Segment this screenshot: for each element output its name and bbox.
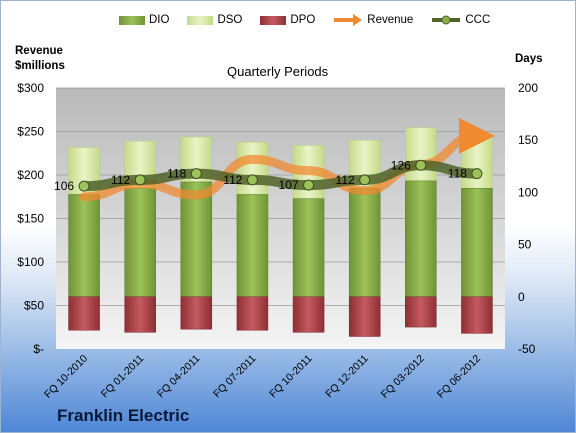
ccc-point [246,174,258,186]
left-tick-label: $300 [17,81,44,95]
ccc-data-label: 118 [167,167,186,181]
left-axis-title-line1: Revenue [15,45,63,57]
category-tick-label: FQ 12-2011 [323,353,371,401]
dio-bar [348,187,381,298]
dpo-bar [461,296,493,334]
dpo-bar [292,296,325,333]
category-tick-label: FQ 01-2011 [99,353,147,401]
dpo-bar [124,296,156,333]
dpo-bar [68,296,100,331]
dso-bar [236,142,269,195]
chart-title: Quarterly Periods [227,64,329,79]
dio-bar [461,187,493,298]
right-tick-label: 0 [518,290,525,304]
legend-item-dio: DIO [119,14,169,26]
ccc-point [303,179,315,191]
legend-item-dpo: DPO [260,14,315,26]
dpo-bar [348,296,381,337]
ccc-point [78,180,90,192]
dpo-bar [405,296,437,328]
legend-item-dso: DSO [187,14,242,26]
category-tick-label: FQ 03-2012 [379,353,427,401]
ccc-data-label: 118 [448,167,467,181]
legend-swatch-dio [119,15,145,25]
right-tick-label: 150 [518,133,538,147]
dpo-bar [236,296,269,331]
category-tick-label: FQ 07-2011 [211,353,259,401]
legend-swatch-dpo [260,15,287,25]
left-tick-label: $100 [17,255,44,269]
company-name: Franklin Electric [57,406,190,425]
left-tick-label: $200 [17,168,44,182]
ccc-data-label: 126 [391,158,411,172]
ccc-point [134,174,146,186]
right-tick-label: -50 [518,342,536,356]
left-tick-label: $- [33,342,44,356]
dio-bar [292,198,325,298]
ccc-point [190,168,202,180]
category-tick-label: FQ 06-2012 [435,353,483,401]
dio-bar [68,194,100,298]
legend-label-dso: DSO [217,14,243,26]
ccc-data-label: 107 [279,178,299,192]
dio-bar [405,180,437,298]
left-tick-label: $50 [24,299,44,313]
right-tick-label: 200 [518,81,538,95]
category-tick-label: FQ 10-2011 [267,353,315,401]
legend-item-ccc: CCC [431,14,490,26]
ccc-data-label: 106 [54,179,74,193]
right-tick-label: 50 [518,238,532,252]
ccc-point [471,168,483,180]
dpo-bar [180,296,213,330]
dso-bar [405,127,437,182]
legend: DIO DSO DPO Revenue CCC [119,14,508,26]
category-tick-label: FQ 04-2011 [155,353,203,401]
right-axis-title: Days [515,53,543,65]
ccc-data-label: 112 [336,173,355,187]
ccc-data-label: 112 [111,173,130,187]
ccc-point [359,174,371,186]
left-tick-label: $250 [17,125,44,139]
legend-ccc-line-icon [432,15,461,25]
ccc-point [415,159,427,171]
left-tick-label: $150 [17,212,44,226]
ccc-line-layer: 106 112 118 112 107 112 126 118 [54,158,483,193]
left-axis-title-line2: $millions [15,60,65,72]
legend-label-ccc: CCC [465,14,491,26]
ccc-data-label: 112 [223,173,242,187]
legend-label-dpo: DPO [290,14,316,26]
category-tick-label: FQ 10-2010 [42,353,90,401]
dio-bar [124,187,156,298]
dio-bar [236,194,269,298]
legend-item-revenue: Revenue [333,14,413,26]
legend-label-dio: DIO [149,14,170,26]
legend-label-revenue: Revenue [367,14,414,26]
right-tick-label: 100 [518,185,538,199]
dio-bar [180,181,213,298]
legend-arrow-icon [334,14,363,26]
legend-swatch-dso [187,15,214,25]
